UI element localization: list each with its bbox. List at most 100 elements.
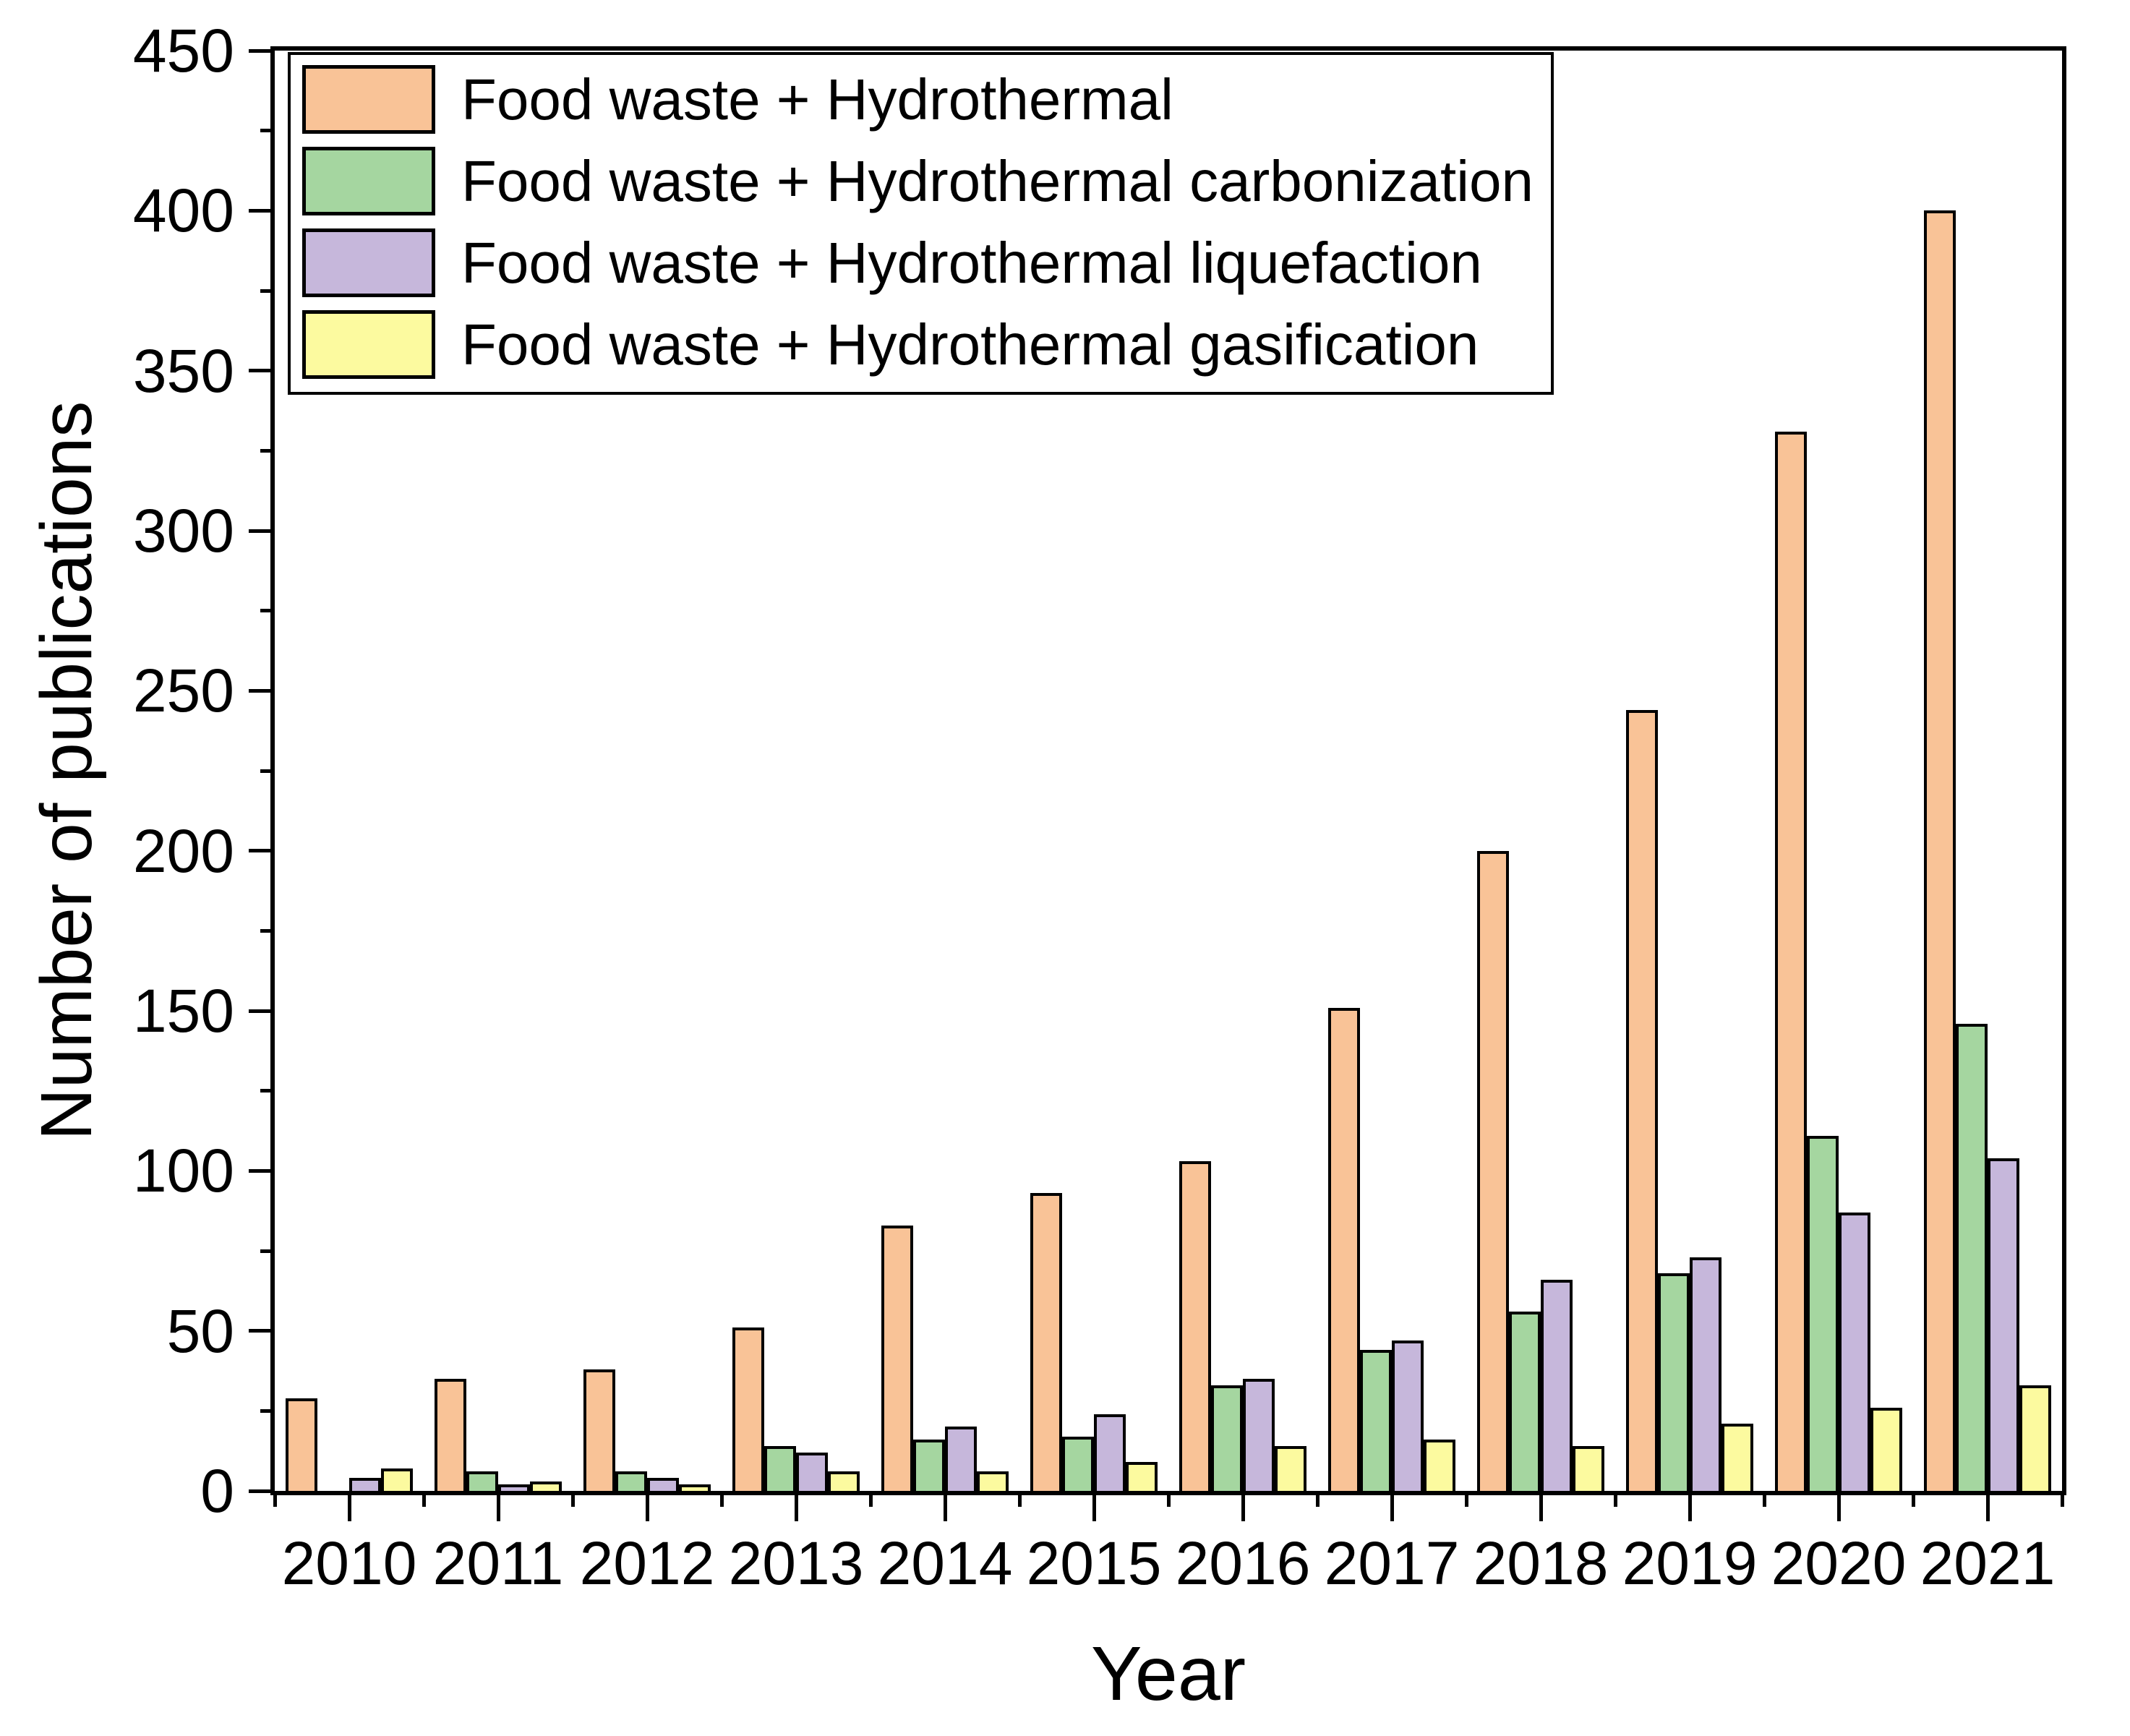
y-minor-tick-225	[260, 769, 275, 773]
bar-2019-series-4	[1721, 1424, 1753, 1491]
bar-2011-series-1	[435, 1379, 466, 1491]
y-tick-label-300: 300	[132, 497, 234, 565]
x-tick-label-2019: 2019	[1622, 1529, 1758, 1597]
x-major-tick-2012	[646, 1491, 649, 1521]
bar-2011-series-4	[530, 1481, 562, 1491]
bar-2018-series-1	[1477, 851, 1509, 1491]
y-major-tick-350	[249, 369, 275, 372]
bar-2013-series-1	[732, 1327, 764, 1491]
bar-2014-series-1	[881, 1226, 913, 1491]
bar-2020-series-1	[1775, 432, 1807, 1491]
bar-2011-series-2	[466, 1471, 498, 1491]
y-minor-tick-325	[260, 449, 275, 453]
x-major-tick-2018	[1539, 1491, 1543, 1521]
y-major-tick-150	[249, 1009, 275, 1013]
bar-2015-series-2	[1062, 1437, 1094, 1491]
legend: Food waste + Hydrothermal Food waste + Hy…	[288, 52, 1554, 395]
legend-swatch-2	[302, 147, 435, 215]
x-minor-tick-7	[1316, 1491, 1320, 1507]
bar-2021-series-4	[2019, 1385, 2051, 1491]
bar-2016-series-2	[1211, 1385, 1243, 1491]
x-major-tick-2017	[1390, 1491, 1394, 1521]
bar-2017-series-2	[1360, 1350, 1392, 1491]
x-tick-label-2020: 2020	[1771, 1529, 1907, 1597]
y-major-tick-0	[249, 1489, 275, 1493]
x-tick-label-2012: 2012	[579, 1529, 715, 1597]
legend-item-2: Food waste + Hydrothermal carbonization	[302, 147, 1534, 215]
x-tick-label-2018: 2018	[1473, 1529, 1609, 1597]
legend-swatch-4	[302, 310, 435, 379]
x-minor-tick-10	[1763, 1491, 1766, 1507]
y-major-tick-300	[249, 529, 275, 533]
y-minor-tick-425	[260, 129, 275, 132]
bar-2010-series-3	[349, 1478, 381, 1491]
x-minor-tick-3	[720, 1491, 724, 1507]
y-minor-tick-175	[260, 929, 275, 933]
x-tick-label-2010: 2010	[281, 1529, 417, 1597]
bar-2020-series-2	[1807, 1136, 1839, 1491]
bar-2013-series-2	[764, 1446, 796, 1491]
bar-2014-series-2	[913, 1440, 945, 1491]
bar-2015-series-1	[1030, 1193, 1062, 1491]
bar-2017-series-1	[1328, 1008, 1360, 1491]
x-major-tick-2015	[1092, 1491, 1096, 1521]
x-minor-tick-2	[571, 1491, 575, 1507]
y-minor-tick-25	[260, 1409, 275, 1413]
x-tick-label-2013: 2013	[728, 1529, 864, 1597]
x-minor-tick-4	[869, 1491, 873, 1507]
bar-2016-series-1	[1179, 1161, 1211, 1491]
bar-2014-series-4	[977, 1471, 1009, 1491]
bar-2017-series-4	[1424, 1440, 1455, 1491]
y-minor-tick-125	[260, 1089, 275, 1093]
bar-2015-series-3	[1094, 1414, 1126, 1491]
x-major-tick-2013	[795, 1491, 798, 1521]
y-minor-tick-75	[260, 1249, 275, 1253]
legend-item-3: Food waste + Hydrothermal liquefaction	[302, 228, 1534, 297]
bar-2020-series-3	[1839, 1213, 1870, 1491]
x-minor-tick-8	[1465, 1491, 1468, 1507]
x-minor-tick-9	[1614, 1491, 1617, 1507]
x-tick-label-2014: 2014	[877, 1529, 1013, 1597]
y-major-tick-450	[249, 49, 275, 53]
y-tick-label-250: 250	[132, 657, 234, 724]
y-tick-label-400: 400	[132, 176, 234, 244]
y-major-tick-200	[249, 849, 275, 852]
x-tick-label-2017: 2017	[1324, 1529, 1460, 1597]
y-tick-label-200: 200	[132, 817, 234, 885]
y-tick-label-100: 100	[132, 1137, 234, 1205]
x-major-tick-2011	[497, 1491, 500, 1521]
bar-2016-series-3	[1243, 1379, 1275, 1491]
bar-2011-series-3	[498, 1484, 530, 1491]
bar-2016-series-4	[1275, 1446, 1306, 1491]
y-tick-label-150: 150	[132, 977, 234, 1045]
bar-2020-series-4	[1870, 1408, 1902, 1491]
x-axis-title: Year	[1090, 1631, 1246, 1716]
x-minor-tick-12	[2061, 1491, 2064, 1507]
x-major-tick-2014	[944, 1491, 947, 1521]
legend-label-4: Food waste + Hydrothermal gasification	[461, 312, 1479, 377]
bar-2012-series-3	[647, 1478, 679, 1491]
x-major-tick-2020	[1837, 1491, 1841, 1521]
x-tick-label-2016: 2016	[1175, 1529, 1311, 1597]
bar-2021-series-3	[1988, 1158, 2019, 1491]
y-major-tick-400	[249, 209, 275, 213]
legend-label-1: Food waste + Hydrothermal	[461, 67, 1173, 132]
legend-item-4: Food waste + Hydrothermal gasification	[302, 310, 1534, 379]
x-minor-tick-6	[1167, 1491, 1171, 1507]
bar-2012-series-1	[583, 1369, 615, 1491]
bar-2015-series-4	[1126, 1462, 1158, 1491]
bar-2010-series-4	[381, 1468, 413, 1491]
bar-2021-series-1	[1924, 210, 1956, 1491]
bar-2014-series-3	[945, 1427, 977, 1491]
x-major-tick-2021	[1986, 1491, 1990, 1521]
bar-2019-series-3	[1690, 1257, 1721, 1491]
y-tick-label-350: 350	[132, 337, 234, 405]
x-tick-label-2015: 2015	[1026, 1529, 1162, 1597]
x-major-tick-2010	[348, 1491, 351, 1521]
x-major-tick-2016	[1241, 1491, 1245, 1521]
y-tick-label-50: 50	[166, 1297, 234, 1365]
x-major-tick-2019	[1688, 1491, 1692, 1521]
y-major-tick-50	[249, 1329, 275, 1333]
bar-2019-series-2	[1658, 1273, 1690, 1491]
y-major-tick-250	[249, 689, 275, 693]
